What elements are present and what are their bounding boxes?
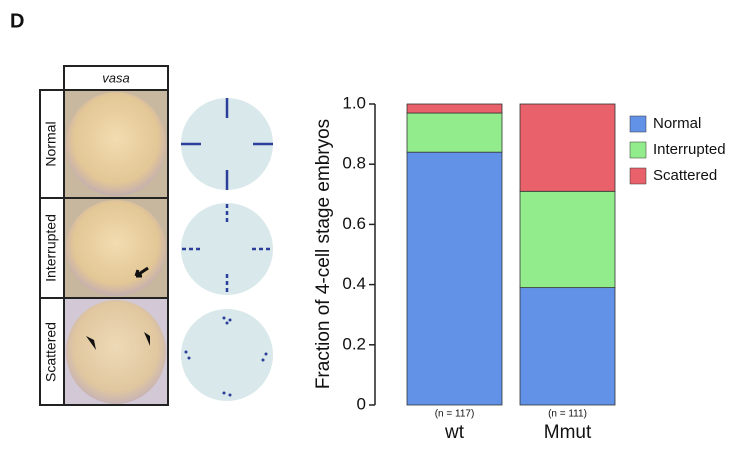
column-header: vasa	[102, 70, 129, 85]
y-tick-label: 1.0	[342, 93, 366, 112]
legend-swatch	[630, 142, 646, 158]
x-tick-label: wt	[444, 422, 465, 443]
row-label: Normal	[43, 121, 59, 166]
y-tick-label: 0.6	[342, 214, 366, 233]
legend-label: Interrupted	[653, 141, 726, 158]
bar-segment	[520, 191, 615, 287]
y-tick-label: 0.2	[342, 334, 366, 353]
legend-swatch	[630, 168, 646, 184]
embryo-photos	[66, 92, 166, 404]
y-tick-label: 0.8	[342, 154, 366, 173]
y-axis-label: Fraction of 4-cell stage embryos	[313, 119, 334, 389]
legend-label: Scattered	[653, 167, 717, 184]
bar-segment	[407, 152, 502, 405]
row-label: Scattered	[43, 322, 59, 382]
bar-segment	[520, 288, 615, 405]
bar-segment	[407, 104, 502, 113]
y-tick-label: 0.4	[342, 274, 366, 293]
y-tick-label: 0	[357, 394, 366, 413]
legend-swatch	[630, 116, 646, 132]
schematics	[181, 98, 273, 401]
bar-segment	[520, 104, 615, 191]
row-label: Interrupted	[43, 214, 59, 282]
category-note: (n = 117)	[435, 409, 475, 420]
x-tick-label: Mmut	[544, 422, 592, 443]
legend-label: Normal	[653, 115, 701, 132]
figure: D vasa Normal Interrupted Scattered Frac…	[0, 0, 741, 445]
panel-label: D	[10, 10, 24, 32]
bar-segment	[407, 113, 502, 152]
category-note: (n = 111)	[548, 409, 587, 420]
